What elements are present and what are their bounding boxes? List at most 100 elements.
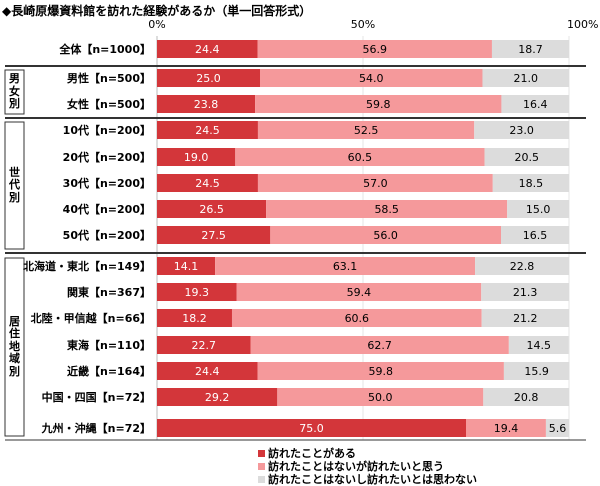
bar-segment: [157, 174, 258, 192]
data-label: 23.8: [194, 98, 219, 111]
category-label: 関東【n=367】: [67, 285, 151, 299]
bar-segment: [257, 362, 504, 380]
bar-segment: [157, 419, 466, 437]
group-gender: 男女別: [5, 70, 24, 114]
data-label: 15.9: [524, 365, 549, 378]
bar-segment: [231, 309, 482, 327]
data-label: 29.2: [205, 391, 230, 404]
legend-label: 訪れたことはないが訪れたいと思う: [268, 460, 444, 473]
data-label: 59.4: [347, 286, 372, 299]
data-label: 16.4: [523, 98, 548, 111]
bar-segment: [157, 121, 258, 139]
bar-segment: [157, 200, 267, 218]
category-label: 東海【n=110】: [67, 338, 151, 352]
bar-segment: [157, 95, 256, 113]
bar-segment: [545, 419, 569, 437]
bar-segment: [277, 388, 484, 406]
legend-item-visited: 訪れたことがある: [258, 445, 356, 461]
category-label: 女性【n=500】: [67, 97, 151, 111]
data-label: 57.0: [363, 177, 388, 190]
category-label: 30代【n=200】: [63, 176, 151, 190]
bar-segment: [503, 362, 570, 380]
category-label: 北陸・甲信越【n=66】: [31, 311, 151, 325]
data-label: 20.8: [514, 391, 539, 404]
category-label: 九州・沖縄【n=72】: [41, 421, 151, 435]
category-label: 中国・四国【n=72】: [42, 390, 151, 404]
bar-segment: [260, 69, 483, 87]
category-label: 全体【n=1000】: [58, 42, 151, 56]
legend-item-not-interested: 訪れたことはないし訪れたいとは思わない: [258, 471, 477, 486]
data-label: 20.5: [515, 151, 540, 164]
bar-segment: [215, 257, 476, 275]
group-age: 世代別: [5, 122, 24, 249]
data-label: 62.7: [367, 339, 392, 352]
data-label: 14.5: [526, 339, 551, 352]
category-label: 近畿【n=164】: [67, 364, 151, 378]
bar-segment: [482, 69, 569, 87]
data-label: 18.2: [182, 312, 207, 325]
legend-item-want-to-visit: 訪れたことはないが訪れたいと思う: [258, 458, 444, 474]
data-label: 23.0: [509, 124, 534, 137]
group-label: 居住地域別: [9, 314, 20, 378]
x-tick-label: 100%: [567, 18, 598, 31]
bar-segment: [257, 121, 475, 139]
legend-label: 訪れたことがある: [268, 447, 356, 460]
data-label: 19.3: [185, 286, 210, 299]
bar-segment: [157, 69, 260, 87]
x-tick-label: 0%: [148, 18, 165, 31]
bar-segment: [235, 148, 485, 166]
group-label: 世代別: [9, 165, 20, 204]
bar-segment: [492, 174, 569, 192]
data-label: 15.0: [526, 203, 551, 216]
data-label: 18.7: [518, 43, 543, 56]
chart-title: ◆長崎原爆資料館を訪れた経験があるか（単一回答形式）: [2, 4, 312, 18]
bar-segment: [250, 336, 509, 354]
data-label: 58.5: [374, 203, 399, 216]
bar-segment: [157, 388, 278, 406]
bar-segment: [157, 309, 232, 327]
group-label-box: [4, 257, 25, 437]
bar-segment: [157, 257, 216, 275]
bar-segment: [475, 257, 569, 275]
category-label: 男性【n=500】: [67, 71, 151, 85]
data-label: 63.1: [333, 260, 358, 273]
data-label: 59.8: [366, 98, 391, 111]
data-label: 21.3: [513, 286, 538, 299]
category-label: 40代【n=200】: [63, 202, 151, 216]
bar-segment: [466, 419, 546, 437]
group-label: 男女別: [9, 72, 20, 111]
data-label: 60.5: [348, 151, 373, 164]
group-region: 居住地域別: [5, 258, 24, 436]
bar-segment: [257, 40, 492, 58]
bar-segment: [484, 148, 569, 166]
category-label: 50代【n=200】: [63, 228, 151, 242]
bar-segment: [157, 148, 236, 166]
bar-segment: [157, 336, 251, 354]
bar-segment: [236, 283, 482, 301]
bar-segment: [266, 200, 508, 218]
category-label: 北海道・東北【n=149】: [23, 259, 151, 273]
data-label: 22.7: [192, 339, 217, 352]
data-label: 59.8: [368, 365, 393, 378]
bar-segment: [481, 309, 569, 327]
data-label: 56.0: [373, 229, 398, 242]
bar-segment: [157, 40, 258, 58]
group-label-box: [4, 69, 25, 115]
legend-swatch: [258, 463, 265, 470]
bar-segment: [501, 226, 569, 244]
data-label: 14.1: [174, 260, 199, 273]
data-label: 50.0: [368, 391, 393, 404]
bar-segment: [491, 40, 569, 58]
data-label: 24.4: [195, 365, 220, 378]
group-label-box: [4, 121, 25, 250]
data-label: 60.6: [345, 312, 370, 325]
data-label: 19.4: [494, 422, 519, 435]
data-label: 22.8: [510, 260, 535, 273]
category-label: 10代【n=200】: [63, 123, 151, 137]
bar-segment: [507, 200, 569, 218]
data-label: 19.0: [184, 151, 209, 164]
legend-swatch: [258, 450, 265, 457]
bar-segment: [157, 362, 258, 380]
